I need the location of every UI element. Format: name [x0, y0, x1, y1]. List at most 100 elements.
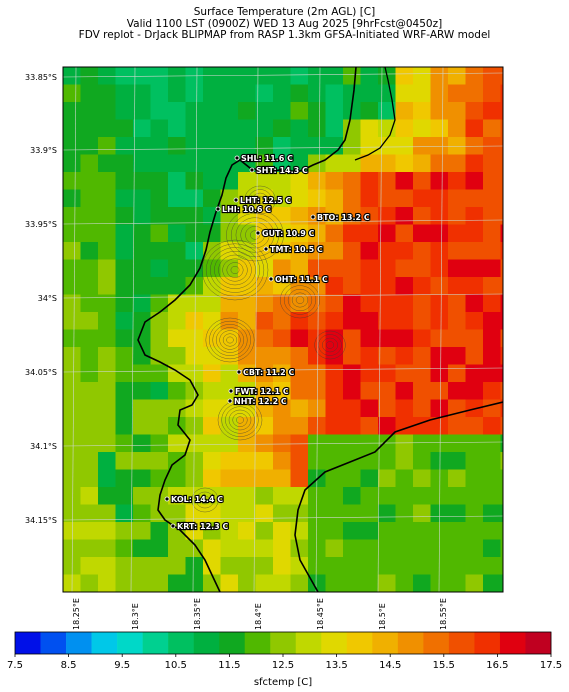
temperature-cell	[308, 207, 326, 225]
longitude-line	[315, 67, 321, 592]
temperature-cell	[395, 434, 414, 453]
temperature-cell	[430, 189, 449, 208]
temperature-cell	[203, 347, 221, 365]
temperature-cell	[360, 224, 379, 243]
temperature-cell	[483, 417, 501, 435]
temperature-cell	[255, 312, 274, 330]
temperature-cell	[203, 399, 221, 418]
temperature-cell	[395, 504, 414, 523]
temperature-cell	[273, 119, 291, 138]
temperature-cell	[378, 242, 396, 260]
contour-line	[295, 296, 305, 304]
temperature-cell	[448, 557, 466, 575]
temperature-cell	[290, 329, 309, 348]
temperature-cell	[168, 294, 186, 313]
temperature-cell	[185, 539, 204, 558]
temperature-cell	[185, 137, 204, 155]
temperature-cell	[430, 417, 449, 435]
temperature-cell	[500, 224, 503, 243]
temperature-cell	[80, 417, 99, 435]
temperature-cell	[115, 487, 134, 505]
temperature-cell	[483, 557, 501, 575]
contour-line	[219, 330, 241, 350]
temperature-cell	[255, 84, 274, 103]
temperature-cell	[185, 312, 204, 330]
station-marker	[255, 230, 261, 236]
colorbar: 7.5 8.5 9.5 10.5 11.5 12.5 13.5 14.5 15.5 16.5 17.…	[7, 631, 562, 671]
temperature-cell	[500, 452, 503, 470]
temperature-cell	[203, 224, 221, 243]
latitude-line	[63, 441, 503, 447]
temperature-cell	[308, 189, 326, 208]
temperature-cell	[465, 329, 484, 348]
temperature-cell	[185, 189, 204, 208]
temperature-cell	[290, 434, 309, 453]
temperature-cell	[290, 364, 309, 383]
temperature-cell	[430, 137, 449, 155]
temperature-cell	[465, 242, 484, 260]
temperature-cell	[325, 347, 344, 365]
temperature-cell	[220, 154, 239, 173]
temperature-cell	[185, 469, 204, 488]
temperature-cell	[308, 119, 326, 138]
temperature-cell	[63, 382, 81, 400]
temperature-cell	[133, 452, 151, 470]
colorbar-swatch	[66, 632, 92, 654]
contour-line	[221, 403, 259, 437]
temperature-cell	[168, 137, 186, 155]
graticule	[63, 67, 503, 592]
temperature-cell	[63, 504, 81, 523]
temperature-cell	[255, 382, 274, 400]
temperature-cell	[115, 504, 134, 523]
contour-line	[255, 196, 265, 204]
longitude-label: 18.35°E	[193, 598, 202, 630]
temperature-cell	[360, 329, 379, 348]
temperature-cell	[273, 329, 291, 348]
temperature-cell	[308, 574, 326, 592]
temperature-cell	[80, 294, 99, 313]
contour-line	[291, 292, 309, 308]
temperature-cell	[203, 259, 221, 278]
temperature-cell	[133, 259, 151, 278]
contour-line	[236, 416, 244, 424]
colorbar-swatch	[219, 632, 246, 654]
temperature-cell	[448, 399, 466, 418]
temperature-cell	[273, 434, 291, 453]
temperature-cell	[465, 84, 484, 103]
temperature-cell	[273, 364, 291, 383]
latitude-labels: 33.85°S 33.9°S 33.95°S 34°S 34.05°S 34.1°S 34.…	[25, 73, 57, 525]
temperature-cell	[430, 172, 449, 190]
temperature-cell	[413, 189, 431, 208]
temperature-cell	[290, 102, 309, 120]
temperature-cell	[98, 504, 116, 523]
temperature-cell	[500, 469, 503, 488]
temperature-cell	[203, 189, 221, 208]
temperature-cell	[255, 154, 274, 173]
temperature-cell	[360, 294, 379, 313]
temperature-cell	[133, 312, 151, 330]
temperature-cell	[80, 452, 99, 470]
temperature-cell	[378, 557, 396, 575]
temperature-cell	[203, 539, 221, 558]
temperature-cell	[465, 277, 484, 295]
temperature-cell	[273, 84, 291, 103]
temperature-cell	[133, 504, 151, 523]
temperature-cell	[185, 452, 204, 470]
temperature-cell	[413, 539, 431, 558]
temperature-cell	[483, 487, 501, 505]
temperature-cell	[343, 84, 361, 103]
temperature-cell	[500, 67, 503, 85]
longitude-line	[71, 67, 77, 592]
contour-line	[212, 324, 248, 356]
temperature-cell	[290, 347, 309, 365]
station-label: OHT: 11.1 C	[275, 275, 328, 284]
temperature-cell	[430, 469, 449, 488]
temperature-cell	[483, 242, 501, 260]
temperature-cell	[395, 469, 414, 488]
temperature-cell	[500, 207, 503, 225]
temperature-cell	[255, 522, 274, 540]
contour-line	[215, 327, 245, 353]
temperature-cell	[98, 452, 116, 470]
temperature-cell	[238, 382, 256, 400]
temperature-cell	[133, 329, 151, 348]
